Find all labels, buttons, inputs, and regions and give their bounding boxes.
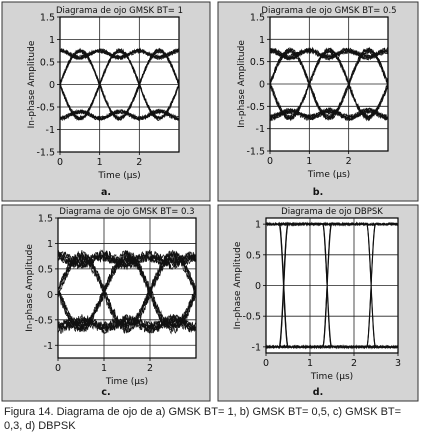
x-tick-label: 1 <box>97 157 103 168</box>
y-axis-label: In-phase Amplitude <box>233 241 243 329</box>
chart-panel-b: Diagrama de ojo GMSK BT= 0.51.5 1 0.5 0 -0.5… <box>217 1 419 202</box>
y-tick-label: -1.5 <box>36 148 55 159</box>
x-tick-label: 2 <box>147 363 153 374</box>
panel-label: d. <box>313 387 323 398</box>
eye-trace <box>59 108 180 122</box>
y-tick-label: 0 <box>259 80 265 91</box>
eye-diagram-figure: Diagrama de ojo GMSK BT= 11.510.50-0.5-1… <box>1 1 419 402</box>
eye-trace <box>57 250 197 330</box>
y-tick-label: 1.5 <box>38 214 53 225</box>
x-axis-label: Time (µs) <box>310 372 353 382</box>
x-axis-label: Time (µs) <box>105 377 148 387</box>
x-tick-label: 0 <box>267 156 273 167</box>
chart-title: Diagrama de ojo GMSK BT= 0.5 <box>261 6 396 16</box>
y-tick-label: 0 <box>47 290 53 301</box>
y-tick-label: 1 <box>47 239 53 250</box>
x-axis-label: Time (µs) <box>307 170 350 180</box>
eye-trace <box>59 47 180 120</box>
eye-trace <box>269 106 389 122</box>
y-tick-label: 0.5 <box>38 264 53 275</box>
y-tick-label: -0.5 <box>36 103 55 114</box>
y-tick-label: 1.5 <box>250 13 265 24</box>
y-tick-label: -1 <box>256 124 265 135</box>
y-axis-label: In-phase Amplitude <box>237 40 247 128</box>
eye-trace <box>59 48 180 120</box>
panel-label: a. <box>101 187 111 198</box>
chart-panel-a: Diagrama de ojo GMSK BT= 11.5 1 0.5 0 -0.5 -1… <box>1 1 211 202</box>
eye-trace <box>269 48 389 59</box>
y-tick-label: 0.5 <box>250 57 265 68</box>
x-tick-label: 1 <box>306 156 312 167</box>
y-tick-label: -1.5 <box>246 147 265 158</box>
y-tick-label: -0.5 <box>34 315 53 326</box>
eye-trace <box>269 46 389 118</box>
y-tick-label: -1 <box>46 125 55 136</box>
eye-trace <box>269 47 389 120</box>
y-axis-label: In-phase Amplitude <box>25 244 35 332</box>
eye-trace <box>57 253 197 268</box>
x-tick-label: 2 <box>136 157 142 168</box>
figure-caption: Figura 14. Diagrama de ojo de a) GMSK BT… <box>4 406 402 432</box>
plot-area <box>57 217 197 359</box>
chart-panel-c: Diagrama de ojo GMSK BT= 0.3 1.5 1 0.5 0 -0.5… <box>1 204 211 402</box>
x-tick-label: 3 <box>395 358 401 369</box>
eye-trace <box>322 223 332 348</box>
panel-label: b. <box>313 187 323 198</box>
y-tick-label: 0 <box>49 80 55 91</box>
panel-label: c. <box>101 387 110 398</box>
y-tick-label: 0 <box>255 281 261 292</box>
y-tick-label: -1 <box>44 341 53 352</box>
x-tick-label: 2 <box>346 156 352 167</box>
x-axis-label: Time (µs) <box>97 171 140 181</box>
eye-trace <box>269 108 389 120</box>
eye-trace <box>59 49 180 60</box>
y-tick-label: 1 <box>49 35 55 46</box>
x-tick-label: 1 <box>101 363 107 374</box>
eye-trace <box>57 313 197 334</box>
eye-trace <box>278 223 289 348</box>
y-tick-label: -1 <box>252 342 261 353</box>
chart-title: Diagrama de ojo GMSK BT= 0.3 <box>59 207 194 217</box>
x-tick-label: 0 <box>55 363 61 374</box>
y-tick-label: 0.5 <box>40 58 55 69</box>
y-tick-label: 1 <box>259 35 265 46</box>
y-tick-label: 1.5 <box>40 13 55 24</box>
eye-trace <box>366 223 376 348</box>
y-tick-label: -0.5 <box>246 102 265 113</box>
eye-trace <box>59 47 179 120</box>
y-axis-label: In-phase Amplitude <box>27 40 37 128</box>
x-tick-label: 0 <box>57 157 63 168</box>
x-tick-label: 0 <box>263 358 269 369</box>
chart-title: Diagrama de ojo GMSK BT= 1 <box>56 6 183 16</box>
y-tick-label: 1 <box>255 220 261 231</box>
y-tick-label: -0.5 <box>242 312 261 323</box>
x-tick-label: 1 <box>307 358 313 369</box>
x-tick-label: 2 <box>351 358 357 369</box>
chart-title: Diagrama de ojo DBPSK <box>281 207 383 217</box>
eye-trace <box>269 106 389 122</box>
eye-trace <box>265 221 399 227</box>
y-tick-label: 0.5 <box>246 250 261 261</box>
